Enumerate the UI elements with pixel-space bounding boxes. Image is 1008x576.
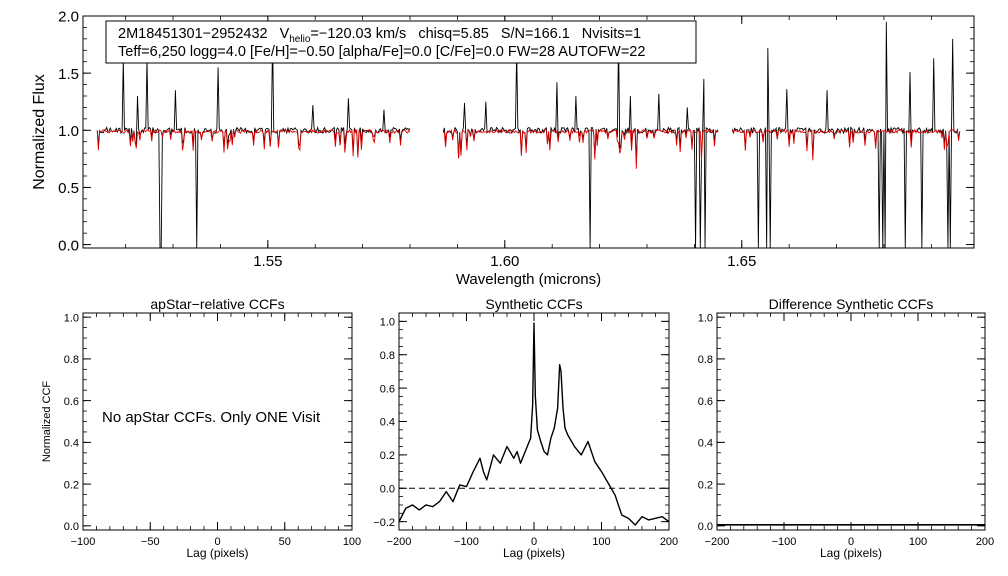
- model-flux-series: [731, 128, 961, 161]
- object-id: 2M18451301−2952432: [118, 26, 268, 42]
- x-tick-label: 0: [848, 536, 854, 548]
- apstar-ccf-panel: −100 −50 0 50 100 0.0 0.2 0.4 0.6 0.8 1.0 apStar−re…: [41, 296, 361, 560]
- x-tick-label: 200: [660, 536, 678, 548]
- y-tick-label: 1.0: [58, 123, 79, 140]
- y-tick-label: 0.2: [64, 479, 79, 491]
- y-tick-label: 0.6: [698, 396, 713, 408]
- vhelio-value: =−120.03 km/s: [310, 26, 406, 42]
- x-axis-label: Lag (pixels): [503, 546, 565, 560]
- snr-value: S/N=166.1: [501, 26, 570, 42]
- header-line-1: 2M18451301−2952432 Vhelio=−120.03 km/s chi…: [118, 26, 641, 45]
- spectrum-panel: 1.55 1.60 1.65 0.0 0.5 1.0 1.5 2.0 Wavelength (m…: [31, 9, 975, 288]
- synthetic-ccf-series: [398, 322, 670, 526]
- x-axis-label: Wavelength (microns): [456, 271, 601, 288]
- vhelio-label: V: [280, 26, 290, 42]
- y-tick-label: 1.5: [58, 66, 79, 83]
- x-axis-label: Lag (pixels): [186, 546, 248, 560]
- y-tick-label: 0.0: [380, 483, 395, 495]
- x-tick-label: −100: [772, 536, 797, 548]
- y-tick-label: 0.6: [380, 383, 395, 395]
- plot-frame: [82, 15, 975, 249]
- x-tick-label: 200: [976, 536, 994, 548]
- y-tick-label: 0.2: [698, 479, 713, 491]
- x-tick-label: −200: [705, 536, 730, 548]
- x-tick-label: 0: [531, 536, 537, 548]
- plot-frame: [716, 312, 986, 531]
- y-tick-label: 0.2: [380, 450, 395, 462]
- vhelio-subscript: helio: [289, 34, 311, 45]
- y-tick-label: 0.0: [64, 521, 79, 533]
- x-tick-label: 100: [343, 536, 361, 548]
- y-tick-label: 0.0: [58, 237, 79, 254]
- x-tick-label: 100: [909, 536, 927, 548]
- x-tick-label: 100: [592, 536, 610, 548]
- y-axis-label: Normalized CCF: [41, 381, 53, 463]
- synthetic-ccf-panel: −200 −100 0 100 200 −0.2 0.0 0.2 0.4 0.6 0.8 1.0 Syn…: [373, 296, 678, 560]
- x-tick-label: −100: [71, 536, 96, 548]
- y-tick-label: 1.0: [64, 312, 79, 324]
- x-tick-label: 50: [279, 536, 291, 548]
- y-tick-label: 0.6: [64, 396, 79, 408]
- y-axis-label: Normalized Flux: [31, 74, 48, 190]
- y-tick-label: 0.5: [58, 180, 79, 197]
- y-tick-label: 1.0: [380, 317, 395, 329]
- header-box: [105, 20, 697, 64]
- y-tick-label: 0.4: [698, 438, 713, 450]
- model-flux-series: [443, 128, 719, 169]
- x-tick-label: 0: [214, 536, 220, 548]
- x-tick-label: −100: [454, 536, 479, 548]
- y-tick-label: 0.8: [64, 354, 79, 366]
- chisq-value: chisq=5.85: [418, 26, 489, 42]
- y-tick-label: −0.2: [373, 517, 395, 529]
- nvisits-value: Nvisits=1: [582, 26, 641, 42]
- y-tick-label: 0.8: [698, 354, 713, 366]
- panel-title: Synthetic CCFs: [485, 296, 582, 312]
- observed-flux-series: [731, 21, 961, 249]
- difference-ccf-panel: −200 −100 0 100 200 0.0 0.2 0.4 0.6 0.8 1.0 Differe…: [698, 296, 994, 560]
- y-tick-label: 0.4: [64, 438, 79, 450]
- no-data-message: No apStar CCFs. Only ONE Visit: [102, 409, 321, 426]
- x-tick-label: 1.65: [727, 253, 756, 270]
- x-tick-label: −200: [387, 536, 412, 548]
- y-tick-label: 0.8: [380, 350, 395, 362]
- y-tick-label: 1.0: [698, 312, 713, 324]
- y-tick-label: 2.0: [58, 9, 79, 26]
- x-tick-label: 1.60: [490, 253, 519, 270]
- model-flux-series: [96, 128, 411, 158]
- x-axis-label: Lag (pixels): [820, 546, 882, 560]
- x-tick-label: −50: [141, 536, 160, 548]
- panel-title: Difference Synthetic CCFs: [769, 296, 934, 312]
- x-tick-label: 1.55: [253, 253, 282, 270]
- y-tick-label: 0.4: [380, 417, 395, 429]
- panel-title: apStar−relative CCFs: [150, 296, 284, 312]
- header-line-2: Teff=6,250 logg=4.0 [Fe/H]=−0.50 [alpha/…: [118, 44, 645, 60]
- y-tick-label: 0.0: [698, 521, 713, 533]
